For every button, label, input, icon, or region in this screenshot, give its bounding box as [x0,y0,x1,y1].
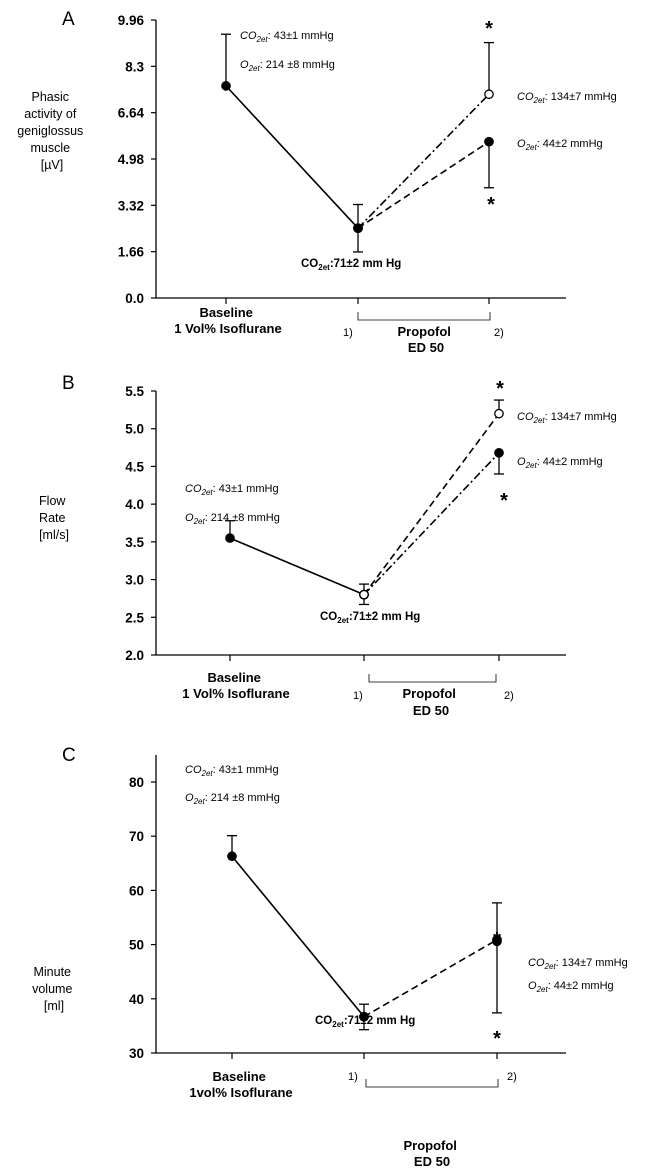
panel-a-bracket [357,312,491,321]
panel-b-bracket-label-1: 1) [353,690,363,702]
panel-c-annotation-baseline-o2: O2et: 214 ±8 mmHg [185,792,280,806]
panel-a-y-ticks: 0.0 1.66 3.32 4.98 6.64 8.3 9.96 [118,13,490,306]
panel-a-annotation-right-co2: CO2et: 134±7 mmHg [517,91,617,105]
panel-c-y-tick-label: 30 [129,1046,144,1061]
panel-b-annotation-baseline-co2: CO2et: 43±1 mmHg [185,483,279,497]
panel-b-series [225,399,504,606]
panel-a-annotation-baseline-o2: O2et: 214 ±8 mmHg [240,59,335,73]
panel-c-bracket-title: Propofol ED 50 [403,1138,460,1169]
panel-a-data-point [221,81,231,91]
panel-c-annotation-middle-co2: CO2et:71±2 mm Hg [315,1015,415,1029]
panel-b-x-label-baseline: Baseline 1 Vol% Isoflurane [182,670,289,701]
panel-b-data-point [494,448,504,458]
panel-b-y-tick-label: 3.0 [125,573,144,588]
panel-c-bracket-label-2: 2) [507,1071,517,1083]
panel-b: B 2.0 2.5 3.0 3.5 4.0 4.5 5.0 5.5 Flow Rate [ml… [39,373,617,718]
panel-c-data-point [359,1011,369,1022]
panel-a-series [221,33,494,253]
panel-b-significance-star-lower: * [500,490,508,512]
panel-a-data-point [353,223,363,234]
panel-b-data-point-open [359,589,369,600]
panel-c-y-tick-label: 70 [129,829,144,844]
panel-b-y-tick-label: 3.5 [125,535,144,550]
panel-c-series [227,835,502,1031]
panel-a-bracket-label-1: 1) [343,327,353,339]
panel-a-x-label-baseline: Baseline 1 Vol% Isoflurane [174,305,281,336]
panel-b-y-tick-label: 5.5 [125,384,144,399]
panel-a-significance-star-lower: * [487,194,495,216]
panel-b-annotation-baseline-o2: O2et: 214 ±8 mmHg [185,512,280,526]
panel-a-series-line-2 [357,141,490,229]
panel-a-y-tick-label: 0.0 [125,291,144,306]
panel-b-y-tick-label: 2.5 [125,610,144,625]
panel-c-significance-star-lower: * [493,1028,501,1050]
panel-c-letter: C [62,745,76,766]
panel-b-y-tick-label: 4.0 [125,497,144,512]
panel-a-bracket-title: Propofol ED 50 [397,324,454,355]
panel-b-series-line-2 [363,452,500,596]
panel-a-y-tick-label: 6.64 [118,106,145,121]
panel-a-y-label: Phasic activity of geniglossus muscle [µ… [17,90,87,172]
panel-a-data-point [484,136,494,147]
panel-b-bracket-title: Propofol ED 50 [402,686,459,718]
panel-b-bracket-label-2: 2) [504,690,514,702]
panel-a-y-tick-label: 8.3 [125,59,144,74]
panel-a-bracket-label-2: 2) [494,327,504,339]
panel-c-y-tick-label: 80 [129,775,144,790]
panel-b-series-line-0 [229,537,365,596]
panel-b-series-line-1 [363,413,500,596]
panel-c-annotation-right-o2: O2et: 44±2 mmHg [528,980,614,994]
panel-c-series-line-0 [231,855,365,1018]
panel-c: C 30 40 50 60 70 80 Minute volume [ml] Baseli… [32,745,628,1169]
panel-a-annotation-right-o2: O2et: 44±2 mmHg [517,138,603,152]
panel-a-series-line-0 [225,85,359,229]
panel-a-y-tick-label: 1.66 [118,245,145,260]
panel-b-y-tick-label: 4.5 [125,459,144,474]
panel-b-annotation-right-o2: O2et: 44±2 mmHg [517,456,603,470]
panel-b-significance-star-upper: * [496,378,504,400]
panel-b-letter: B [62,373,75,394]
panel-b-annotation-right-co2: CO2et: 134±7 mmHg [517,411,617,425]
panel-a-letter: A [62,9,75,30]
panel-b-data-point [225,533,235,543]
panel-a-annotation-middle-co2: CO2et:71±2 mm Hg [301,258,401,272]
panel-c-bracket [365,1079,499,1088]
panel-b-bracket [368,674,497,683]
panel-c-y-label: Minute volume [ml] [32,965,76,1013]
panel-c-y-tick-label: 60 [129,883,144,898]
panel-b-y-label: Flow Rate [ml/s] [39,494,69,542]
panel-a-significance-star-upper: * [485,18,493,40]
panel-c-y-tick-label: 40 [129,992,144,1007]
panel-a-annotation-baseline-co2: CO2et: 43±1 mmHg [240,30,334,44]
panel-a-y-tick-label: 9.96 [118,13,145,28]
panel-c-annotation-baseline-co2: CO2et: 43±1 mmHg [185,764,279,778]
panel-a-y-tick-label: 3.32 [118,198,144,213]
panel-b-y-tick-label: 5.0 [125,422,144,437]
panel-b-annotation-middle-co2: CO2et:71±2 mm Hg [320,611,420,625]
panel-c-bracket-label-1: 1) [348,1071,358,1083]
panel-a-y-tick-label: 4.98 [118,152,145,167]
panel-c-data-point [227,851,237,862]
panel-c-series-line-1 [363,939,498,1018]
panel-c-y-tick-label: 50 [129,938,144,953]
panel-c-y-ticks: 30 40 50 60 70 80 [129,775,498,1061]
panel-c-x-label-baseline: Baseline 1vol% Isoflurane [189,1069,292,1100]
panel-a: A 0.0 1.66 3.32 4.98 6.64 8.3 9.96 Phasic acti… [17,9,616,355]
panel-a-data-point [484,89,494,100]
panel-b-data-point [494,408,504,419]
panel-b-y-tick-label: 2.0 [125,648,144,663]
panel-a-series-line-1 [357,93,490,229]
panel-c-annotation-right-co2: CO2et: 134±7 mmHg [528,957,628,971]
panel-c-significance-star-upper: * [493,929,501,951]
panel-c-data-point [492,936,502,947]
panel-b-y-ticks: 2.0 2.5 3.0 3.5 4.0 4.5 5.0 5.5 [125,384,500,663]
